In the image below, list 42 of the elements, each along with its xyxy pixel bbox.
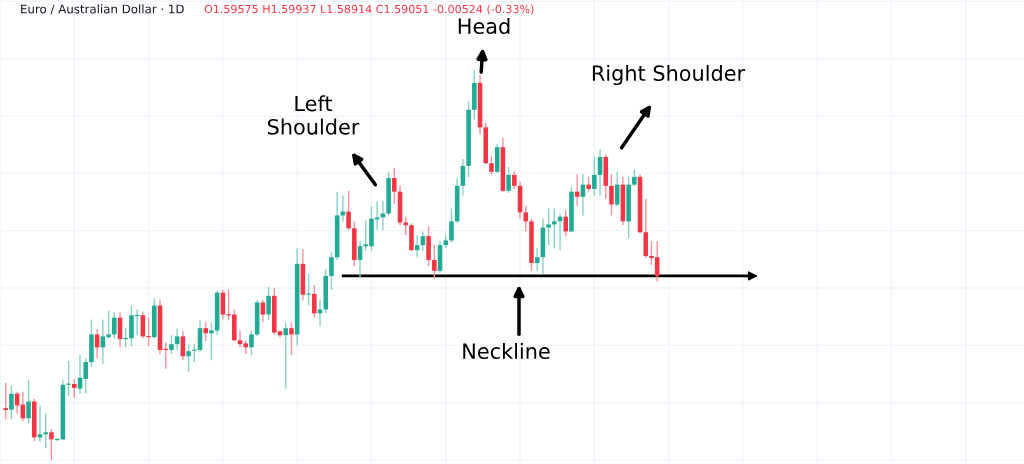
- candlestick: [66, 360, 71, 397]
- candlestick: [266, 286, 271, 321]
- candlestick: [123, 326, 129, 348]
- candlestick: [49, 428, 54, 461]
- chart-title: Euro / Australian Dollar · 1D: [21, 4, 184, 15]
- candlestick: [283, 321, 289, 390]
- candlestick: [552, 207, 557, 249]
- candlestick: [43, 412, 48, 449]
- candlestick: [563, 209, 569, 237]
- candlestick: [26, 378, 31, 425]
- candlestick: [609, 173, 614, 217]
- candlestick: [403, 215, 409, 237]
- candlestick: [312, 284, 317, 319]
- candlestick: [592, 155, 597, 197]
- candlestick: [426, 225, 431, 267]
- annotation: Neckline: [463, 342, 550, 360]
- candlestick: [289, 321, 294, 356]
- candlestick: [449, 207, 454, 244]
- candlestick: [203, 321, 209, 342]
- text: Head: [458, 17, 510, 35]
- candlestick: [306, 273, 311, 307]
- annotation: Right Shoulder: [592, 64, 746, 86]
- candlestick: [112, 311, 117, 340]
- candlestick: [546, 207, 551, 246]
- candlestick: [329, 251, 334, 291]
- candlestick: [506, 166, 511, 194]
- candlestick: [523, 205, 529, 233]
- candlestick: [346, 190, 351, 231]
- candlestick: [3, 382, 8, 421]
- candlestick: [249, 329, 254, 356]
- candlestick: [146, 316, 151, 347]
- candlestick: [357, 240, 363, 279]
- candlestick: [186, 343, 191, 373]
- chart-subtitle: O1.59575 H1.59937 L1.58914 C1.59051 -0.00524 (-0.33%): [204, 4, 534, 15]
- candlestick: [260, 299, 266, 324]
- candlestick: [169, 334, 174, 355]
- annotation: Left Shoulder: [267, 95, 360, 135]
- candlestick: [643, 198, 649, 259]
- candlestick: [392, 167, 397, 205]
- candlestick: [432, 243, 437, 280]
- candlestick: [9, 385, 14, 421]
- candlestick: [72, 378, 77, 399]
